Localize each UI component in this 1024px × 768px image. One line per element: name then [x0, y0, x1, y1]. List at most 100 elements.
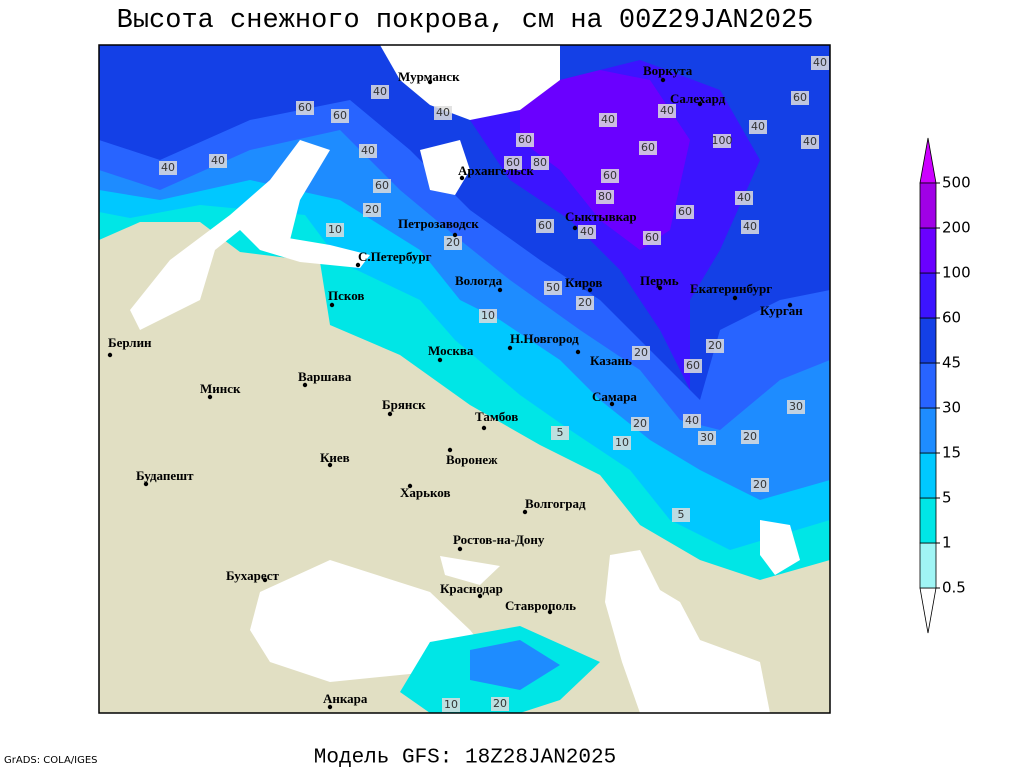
- contour-label: 60: [298, 101, 312, 114]
- city-dot: [327, 704, 333, 710]
- city-label: Варшава: [298, 369, 352, 384]
- city-label: Бухарест: [226, 568, 280, 583]
- contour-label: 10: [615, 436, 629, 449]
- city-label: Минск: [200, 381, 241, 396]
- city-dot: [327, 462, 333, 468]
- city-label: Анкара: [323, 691, 368, 706]
- contour-label: 20: [493, 697, 507, 710]
- city-dot: [575, 349, 581, 355]
- contour-label-box: [683, 414, 701, 428]
- contour-label-box: [632, 346, 650, 360]
- contour-label-box: [672, 508, 690, 522]
- contour-label: 10: [444, 698, 458, 711]
- contour-label-box: [504, 156, 522, 170]
- city-dot: [587, 287, 593, 293]
- city-dot: [329, 302, 335, 308]
- contour-label: 60: [641, 141, 655, 154]
- city-label: Мурманск: [398, 69, 460, 84]
- colorbar-segment: [919, 227, 937, 274]
- contour-label: 40: [161, 161, 175, 174]
- contour-label-box: [434, 106, 452, 120]
- contour-label: 40: [803, 135, 817, 148]
- contour-label-box: [735, 191, 753, 205]
- sea: [380, 45, 560, 120]
- colorbar-segment: [919, 497, 937, 544]
- model-footer: Модель GFS: 18Z28JAN2025: [314, 747, 616, 768]
- contour-label-box: [596, 190, 614, 204]
- sea: [260, 235, 370, 268]
- contour-label: 20: [633, 417, 647, 430]
- colorbar-under: [919, 587, 937, 634]
- city-label: Салехард: [670, 91, 726, 106]
- contour-label-box: [684, 359, 702, 373]
- contour-label: 5: [678, 508, 685, 521]
- city-label: Н.Новгород: [510, 331, 579, 346]
- colorbar-label: 45: [942, 354, 961, 372]
- contour-label-box: [531, 156, 549, 170]
- contour-label: 10: [481, 309, 495, 322]
- colorbar-label: 30: [942, 399, 961, 417]
- city-dot: [437, 357, 443, 363]
- contour-label: 40: [211, 154, 225, 167]
- city-label: Пермь: [640, 273, 679, 288]
- city-label: Воронеж: [446, 452, 498, 467]
- contour-label: 60: [506, 156, 520, 169]
- contour-label-box: [576, 296, 594, 310]
- city-dot: [107, 352, 113, 358]
- contour-label: 40: [580, 225, 594, 238]
- city-label: Сыктывкар: [565, 209, 637, 224]
- contour-label-box: [551, 426, 569, 440]
- colorbar-label: 200: [942, 219, 971, 237]
- city-dot: [207, 394, 213, 400]
- contour-label-box: [631, 417, 649, 431]
- city-dot: [657, 285, 663, 291]
- sea: [605, 550, 770, 713]
- contour-label: 60: [793, 91, 807, 104]
- contour-label-box: [639, 141, 657, 155]
- contour-label-box: [698, 431, 716, 445]
- contour-label: 20: [634, 346, 648, 359]
- contour-label-box: [363, 203, 381, 217]
- colorbar-label: 1: [942, 534, 952, 552]
- city-label: Берлин: [108, 335, 152, 350]
- contour-label: 60: [686, 359, 700, 372]
- city-label: Будапешт: [136, 468, 194, 483]
- colorbar-label: 500: [942, 174, 971, 192]
- contour-label: 40: [361, 144, 375, 157]
- contour-label-box: [643, 231, 661, 245]
- colorbar-segment: [919, 407, 937, 454]
- contour-label: 60: [375, 179, 389, 192]
- contour-label: 80: [533, 156, 547, 169]
- city-label: Екатеринбург: [690, 281, 772, 296]
- city-dot: [697, 101, 703, 107]
- contour-label-box: [371, 85, 389, 99]
- colorbar-segment: [919, 362, 937, 409]
- contour-label-box: [359, 144, 377, 158]
- city-dot: [452, 232, 458, 238]
- contour-label: 40: [685, 414, 699, 427]
- colorbar-label: 100: [942, 264, 971, 282]
- city-dot: [459, 175, 465, 181]
- city-label: С.Петербург: [358, 249, 432, 264]
- city-label: Краснодар: [440, 581, 503, 596]
- sea: [440, 556, 500, 585]
- city-dot: [547, 609, 553, 615]
- contour-label: 100: [712, 134, 733, 147]
- colorbar-over: [919, 137, 937, 184]
- contour-label-box: [536, 219, 554, 233]
- sea: [130, 140, 330, 330]
- contour-label-box: [749, 120, 767, 134]
- contour-label-box: [326, 223, 344, 237]
- contour-label: 20: [446, 236, 460, 249]
- city-label: Псков: [328, 288, 364, 303]
- contour-label: 20: [753, 478, 767, 491]
- contour-label-box: [791, 91, 809, 105]
- city-label: Архангельск: [458, 163, 534, 178]
- city-dot: [507, 345, 513, 351]
- city-label: Самара: [592, 389, 637, 404]
- colorbar-label: 0.5: [942, 579, 966, 597]
- contour-label-box: [479, 309, 497, 323]
- contour-label-box: [516, 133, 534, 147]
